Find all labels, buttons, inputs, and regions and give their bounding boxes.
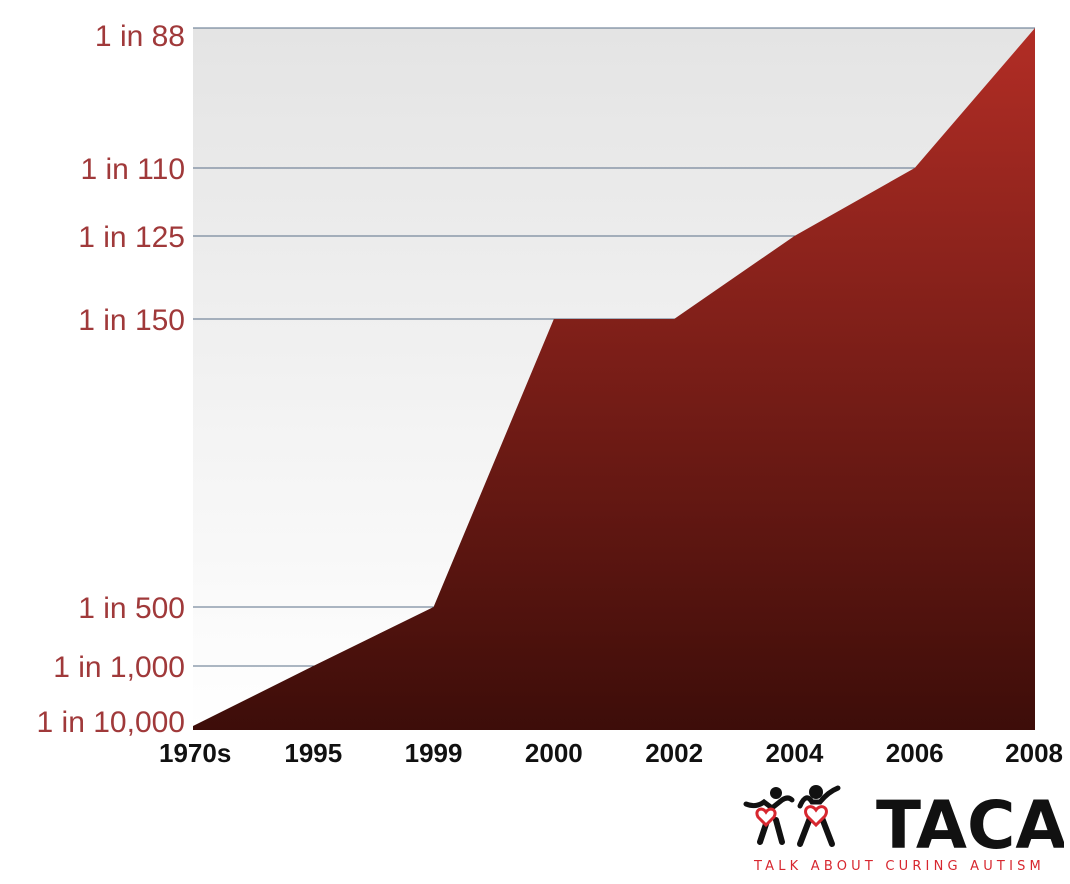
x-axis-ticks: 1970s 1995 1999 2000 2002 2004 2006 2008 <box>159 738 1063 768</box>
y-tick-label: 1 in 150 <box>78 304 185 337</box>
y-tick-label: 1 in 10,000 <box>37 706 185 739</box>
logo-tagline: TALK ABOUT CURING AUTISM <box>753 859 1045 874</box>
x-tick-label: 2006 <box>886 738 944 768</box>
y-tick-label: 1 in 500 <box>78 592 185 625</box>
taca-logo: TACA TALK ABOUT CURING AUTISM <box>743 785 1064 874</box>
y-tick-label: 1 in 125 <box>78 221 185 254</box>
two-figures-with-hearts-icon <box>743 785 841 847</box>
x-tick-label: 2000 <box>525 738 583 768</box>
x-tick-label: 2008 <box>1005 738 1063 768</box>
y-tick-label: 1 in 110 <box>80 153 185 186</box>
y-axis-ticks: 1 in 88 1 in 110 1 in 125 1 in 150 1 in 500 1… <box>37 20 185 739</box>
x-tick-label: 1995 <box>284 738 342 768</box>
x-tick-label: 2004 <box>766 738 824 768</box>
x-tick-label: 2002 <box>645 738 703 768</box>
x-tick-label: 1970s <box>159 738 231 768</box>
x-tick-label: 1999 <box>405 738 463 768</box>
prevalence-area <box>193 28 1035 730</box>
logo-wordmark: TACA <box>876 787 1064 864</box>
y-tick-label: 1 in 88 <box>95 20 185 53</box>
y-tick-label: 1 in 1,000 <box>53 651 185 684</box>
